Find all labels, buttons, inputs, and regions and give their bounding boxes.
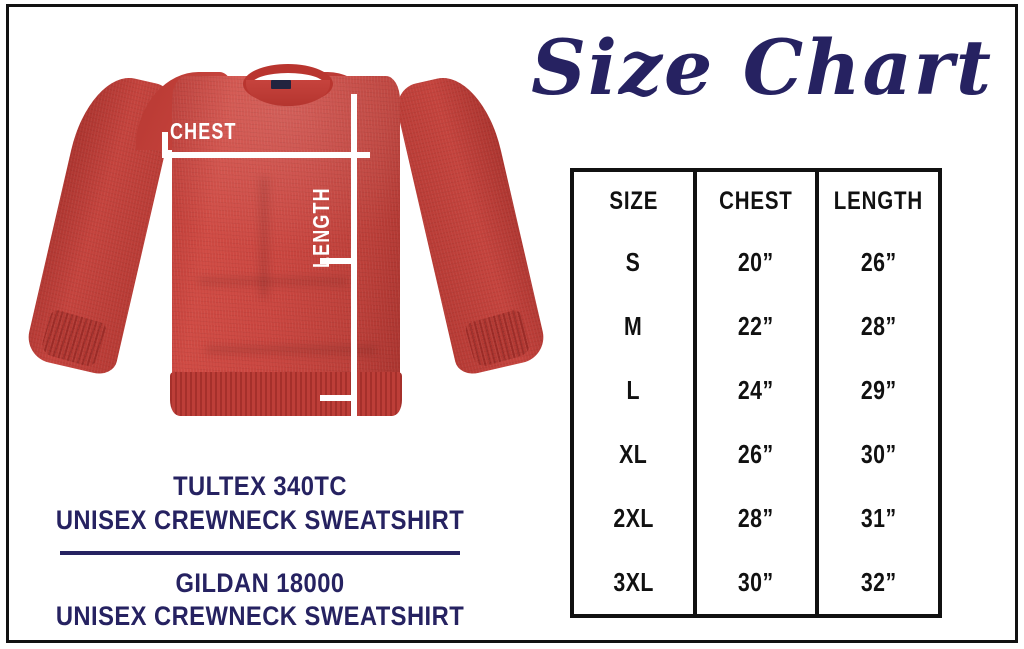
- cell-chest: 24”: [692, 358, 820, 422]
- caption-divider: [60, 550, 460, 555]
- hem-ribbing: [170, 372, 402, 416]
- header-cell-chest: CHEST: [692, 170, 820, 230]
- cell-size: 2XL: [572, 486, 697, 550]
- fabric-fold: [260, 178, 268, 298]
- length-tick-bottom: [320, 395, 356, 401]
- cell-chest: 26”: [692, 422, 820, 486]
- cell-size: 3XL: [572, 550, 697, 616]
- neck-tag: [271, 80, 291, 89]
- cell-length: 26”: [815, 230, 940, 294]
- product-captions: TULTEX 340TC UNISEX CREWNECK SWEATSHIRT …: [10, 470, 510, 634]
- product2-name: GILDAN 18000: [175, 567, 345, 598]
- chest-tick-left: [162, 132, 168, 158]
- table-row: 2XL 28” 31”: [572, 486, 940, 550]
- table-header-row: SIZE CHEST LENGTH: [572, 170, 940, 230]
- cell-size: L: [572, 358, 697, 422]
- cell-length: 31”: [815, 486, 940, 550]
- product1-name: TULTEX 340TC: [173, 471, 347, 501]
- table-row: S 20” 26”: [572, 230, 940, 294]
- length-tick-top: [320, 258, 356, 264]
- chest-measure-line: [162, 152, 370, 158]
- cell-length: 30”: [815, 422, 940, 486]
- cell-chest: 22”: [692, 294, 820, 358]
- table-row: XL 26” 30”: [572, 422, 940, 486]
- header-cell-length: LENGTH: [815, 170, 940, 230]
- size-table: SIZE CHEST LENGTH S 20” 26” M 22” 28” L …: [570, 168, 942, 618]
- chest-label: CHEST: [170, 118, 237, 144]
- page-title: Size Chart: [531, 23, 993, 112]
- length-measure-line: [351, 94, 357, 456]
- length-label: LENGTH: [308, 187, 334, 268]
- table-row: L 24” 29”: [572, 358, 940, 422]
- sweatshirt-illustration: CHEST LENGTH: [10, 28, 549, 468]
- garment-panel: CHEST LENGTH TULTEX 340TC UNISEX CREWNEC…: [10, 8, 549, 638]
- table-row: M 22” 28”: [572, 294, 940, 358]
- cell-size: M: [572, 294, 697, 358]
- header-cell-size: SIZE: [572, 170, 697, 230]
- table-row: 3XL 30” 32”: [572, 550, 940, 616]
- chart-panel: Size Chart SIZE CHEST LENGTH S 20” 26” M…: [516, 8, 1016, 638]
- product1-description: UNISEX CREWNECK SWEATSHIRT: [55, 504, 465, 535]
- cell-size: XL: [572, 422, 697, 486]
- cell-length: 28”: [815, 294, 940, 358]
- cell-length: 29”: [815, 358, 940, 422]
- product2-description: UNISEX CREWNECK SWEATSHIRT: [55, 601, 465, 632]
- fabric-fold: [206, 346, 376, 354]
- sweatshirt-body: [172, 76, 400, 416]
- cell-chest: 20”: [692, 230, 820, 294]
- cell-length: 32”: [815, 550, 940, 616]
- cell-size: S: [572, 230, 697, 294]
- cell-chest: 30”: [692, 550, 820, 616]
- size-table-body: SIZE CHEST LENGTH S 20” 26” M 22” 28” L …: [572, 170, 940, 616]
- fabric-fold: [198, 278, 348, 285]
- cell-chest: 28”: [692, 486, 820, 550]
- cuff-left: [39, 308, 109, 369]
